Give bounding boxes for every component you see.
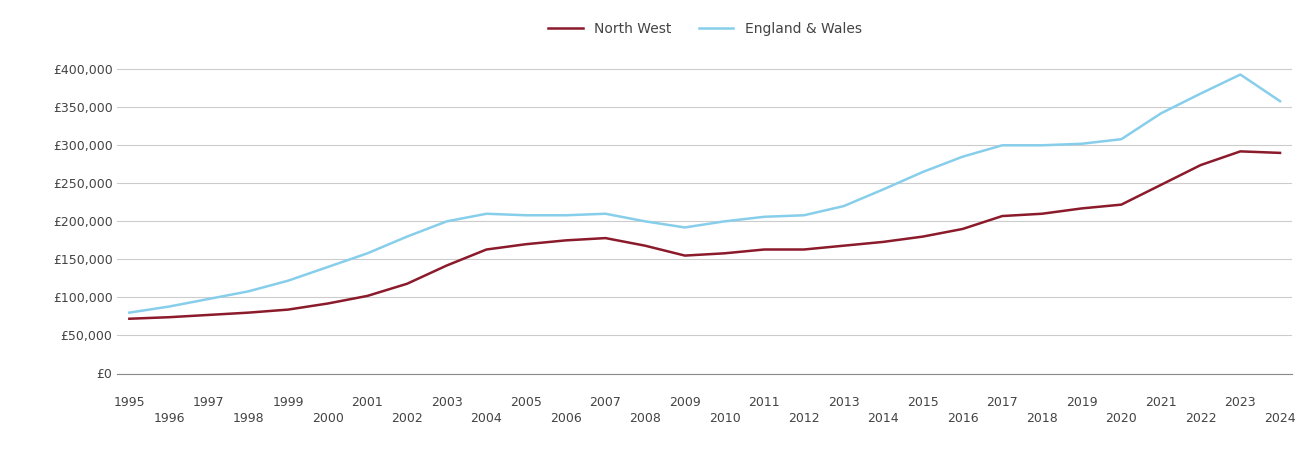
North West [796, 247, 812, 252]
Text: 2010: 2010 [709, 412, 740, 425]
Text: 1995: 1995 [114, 396, 145, 409]
England & Wales [1272, 99, 1288, 104]
Text: 2009: 2009 [669, 396, 701, 409]
Text: 2001: 2001 [351, 396, 384, 409]
England & Wales [637, 219, 652, 224]
North West [479, 247, 495, 252]
Text: 2014: 2014 [868, 412, 899, 425]
Text: 2020: 2020 [1105, 412, 1137, 425]
Text: 2008: 2008 [629, 412, 662, 425]
North West [835, 243, 851, 248]
Text: 2002: 2002 [392, 412, 423, 425]
England & Wales [162, 304, 177, 309]
England & Wales [438, 219, 454, 224]
North West [1154, 182, 1169, 188]
England & Wales [1193, 91, 1208, 96]
Line: North West: North West [129, 151, 1280, 319]
Text: 2016: 2016 [947, 412, 979, 425]
England & Wales [1113, 136, 1129, 142]
Text: 2000: 2000 [312, 412, 343, 425]
North West [1193, 162, 1208, 168]
Text: 2003: 2003 [431, 396, 463, 409]
England & Wales [598, 211, 613, 216]
Text: 1999: 1999 [273, 396, 304, 409]
England & Wales [121, 310, 137, 315]
North West [281, 307, 296, 312]
North West [559, 238, 574, 243]
Text: 1997: 1997 [193, 396, 224, 409]
Text: 2005: 2005 [510, 396, 542, 409]
North West [360, 293, 376, 299]
England & Wales [201, 296, 217, 302]
Text: 1996: 1996 [153, 412, 185, 425]
North West [240, 310, 256, 315]
England & Wales [320, 264, 335, 270]
Text: 2023: 2023 [1224, 396, 1257, 409]
North West [994, 213, 1010, 219]
England & Wales [796, 212, 812, 218]
North West [1074, 206, 1090, 211]
North West [757, 247, 773, 252]
Text: 2013: 2013 [827, 396, 860, 409]
England & Wales [716, 219, 732, 224]
England & Wales [479, 211, 495, 216]
Text: 2012: 2012 [788, 412, 820, 425]
North West [438, 263, 454, 268]
Text: 2017: 2017 [987, 396, 1018, 409]
North West [677, 253, 693, 258]
North West [1113, 202, 1129, 207]
England & Wales [518, 212, 534, 218]
England & Wales [360, 251, 376, 256]
North West [518, 242, 534, 247]
England & Wales [994, 143, 1010, 148]
England & Wales [1034, 143, 1049, 148]
England & Wales [559, 212, 574, 218]
North West [320, 301, 335, 306]
Legend: North West, England & Wales: North West, England & Wales [543, 16, 867, 41]
North West [876, 239, 891, 245]
Text: 2022: 2022 [1185, 412, 1216, 425]
England & Wales [281, 278, 296, 284]
England & Wales [677, 225, 693, 230]
Text: 2018: 2018 [1026, 412, 1058, 425]
North West [716, 251, 732, 256]
North West [121, 316, 137, 321]
Text: 1998: 1998 [232, 412, 264, 425]
England & Wales [955, 154, 971, 159]
North West [637, 243, 652, 248]
North West [1272, 150, 1288, 156]
England & Wales [1154, 111, 1169, 116]
Text: 2019: 2019 [1066, 396, 1098, 409]
Text: 2007: 2007 [590, 396, 621, 409]
Line: England & Wales: England & Wales [129, 75, 1280, 313]
North West [915, 234, 930, 239]
North West [201, 312, 217, 318]
England & Wales [876, 187, 891, 192]
England & Wales [399, 234, 415, 239]
England & Wales [1232, 72, 1248, 77]
England & Wales [757, 214, 773, 220]
England & Wales [240, 288, 256, 294]
England & Wales [835, 203, 851, 209]
Text: 2015: 2015 [907, 396, 938, 409]
North West [1232, 148, 1248, 154]
Text: 2004: 2004 [471, 412, 502, 425]
North West [1034, 211, 1049, 216]
North West [399, 281, 415, 287]
England & Wales [915, 169, 930, 175]
Text: 2024: 2024 [1265, 412, 1296, 425]
Text: 2021: 2021 [1146, 396, 1177, 409]
North West [955, 226, 971, 232]
England & Wales [1074, 141, 1090, 146]
Text: 2011: 2011 [748, 396, 780, 409]
Text: 2006: 2006 [549, 412, 582, 425]
North West [598, 235, 613, 241]
North West [162, 315, 177, 320]
